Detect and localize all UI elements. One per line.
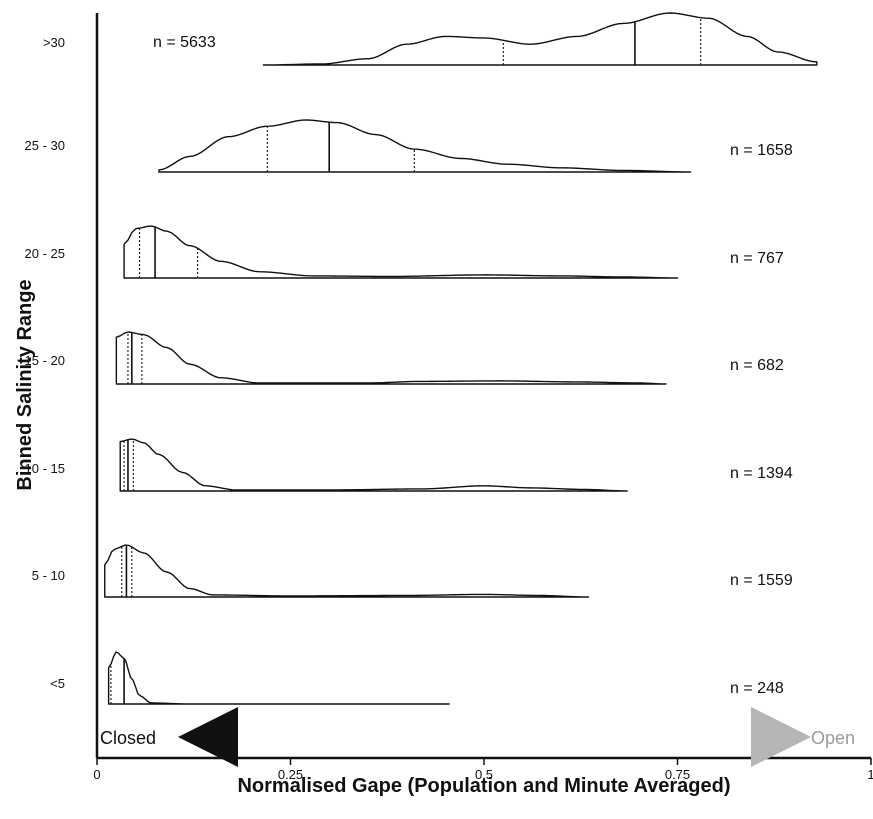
y-axis-label: Binned Salinity Range — [14, 279, 36, 490]
violin-shape — [107, 651, 450, 705]
violin-shape — [115, 331, 667, 385]
sample-size-label: n = 248 — [730, 680, 784, 697]
sample-size-label: n = 1658 — [730, 142, 793, 159]
sample-size-label: n = 682 — [730, 357, 784, 374]
sample-size-label: n = 1394 — [730, 465, 793, 482]
y-tick-label: <5 — [50, 676, 65, 691]
x-tick-label: 1 — [867, 767, 873, 782]
x-tick-label: 0.5 — [475, 767, 493, 782]
closed-label: Closed — [100, 728, 156, 748]
x-tick-label: 0.25 — [278, 767, 303, 782]
n-labels: n = 5633 n = 1658 n = 767 n = 682 n = 1394 n … — [153, 34, 793, 697]
y-ticks: >30 25 - 30 20 - 25 15 - 20 10 - 15 5 - 10 <5 — [25, 35, 65, 691]
sample-size-label: n = 1559 — [730, 572, 793, 589]
x-tick-label: 0.75 — [665, 767, 690, 782]
closed-open-scale: Closed Open — [100, 707, 855, 767]
y-tick-label: 20 - 25 — [25, 246, 65, 261]
x-tick-label: 0 — [93, 767, 100, 782]
y-tick-label: 5 - 10 — [32, 568, 65, 583]
violins — [104, 12, 818, 705]
y-tick-label: >30 — [43, 35, 65, 50]
y-tick-label: 25 - 30 — [25, 138, 65, 153]
y-tick-label: 10 - 15 — [25, 461, 65, 476]
sample-size-label: n = 767 — [730, 250, 784, 267]
violin-shape — [104, 544, 590, 598]
x-axis-label: Normalised Gape (Population and Minute A… — [237, 775, 730, 797]
open-label: Open — [811, 728, 855, 748]
sample-size-label: n = 5633 — [153, 34, 216, 51]
x-ticks: 0 0.25 0.5 0.75 1 — [93, 758, 873, 782]
violin-shape — [158, 119, 692, 173]
violin-shape — [262, 12, 818, 66]
violin-shape — [119, 438, 628, 492]
violin-shape — [123, 225, 679, 279]
axes — [95, 13, 871, 760]
y-tick-label: 15 - 20 — [25, 353, 65, 368]
